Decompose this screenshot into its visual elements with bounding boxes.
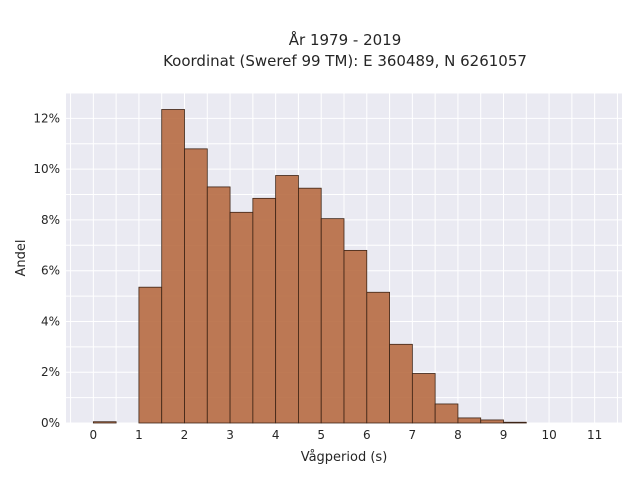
x-tick-label: 5 [317,428,325,442]
histogram-bar [275,175,299,424]
histogram-bar [480,419,504,424]
x-tick-label: 0 [90,428,98,442]
x-tick-label: 9 [500,428,508,442]
histogram-bar [252,197,277,424]
y-axis-label: Andel [14,240,29,277]
x-tick-label: 10 [541,428,556,442]
x-tick-label: 3 [226,428,234,442]
x-tick-labels: 0 1 2 3 4 5 6 7 8 9 10 11 [90,428,603,442]
histogram-bar [320,218,345,424]
histogram-bar [503,421,527,424]
x-axis-label: Vågperiod (s) [301,450,388,465]
histogram-bar [434,403,459,424]
y-tick-label: 8% [41,213,60,227]
chart-title-line-2: Koordinat (Sweref 99 TM): E 360489, N 62… [163,52,527,70]
histogram-bar [92,421,117,424]
x-tick-label: 11 [587,428,602,442]
histogram-bar [138,286,163,424]
y-tick-label: 0% [41,416,60,430]
histogram-bar [389,343,413,424]
y-tick-label: 4% [41,314,60,328]
histogram-bar [457,417,482,424]
x-tick-label: 1 [135,428,143,442]
x-tick-label: 8 [454,428,462,442]
histogram-bar [229,211,254,424]
histogram-bar [206,186,231,424]
chart-title-line-1: År 1979 - 2019 [289,30,402,49]
x-tick-label: 4 [272,428,280,442]
y-tick-label: 12% [33,111,60,125]
y-tick-labels: 0% 2% 4% 6% 8% 10% 12% [33,111,60,430]
histogram-bar [298,187,322,424]
histogram-bar [366,291,390,424]
y-tick-label: 10% [33,162,60,176]
histogram-bar [184,148,208,424]
histogram-bar [161,109,185,424]
bars [92,109,527,424]
y-tick-label: 6% [41,264,60,278]
x-tick-label: 2 [181,428,189,442]
x-tick-label: 7 [409,428,417,442]
x-tick-label: 6 [363,428,371,442]
y-tick-label: 2% [41,365,60,379]
histogram-bar [343,249,368,424]
histogram-bar [411,373,436,424]
